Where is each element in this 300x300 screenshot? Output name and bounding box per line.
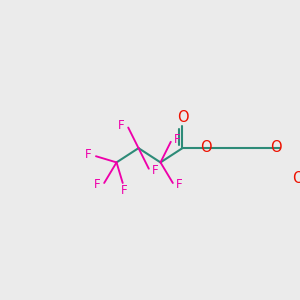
Text: F: F <box>174 134 181 146</box>
Text: F: F <box>152 164 159 177</box>
Text: F: F <box>176 178 183 191</box>
Text: O: O <box>270 140 281 155</box>
Text: O: O <box>177 110 188 125</box>
Text: F: F <box>121 184 128 197</box>
Text: O: O <box>200 140 211 155</box>
Text: O: O <box>292 171 300 186</box>
Text: F: F <box>85 148 92 161</box>
Text: F: F <box>93 178 100 191</box>
Text: F: F <box>118 119 125 132</box>
